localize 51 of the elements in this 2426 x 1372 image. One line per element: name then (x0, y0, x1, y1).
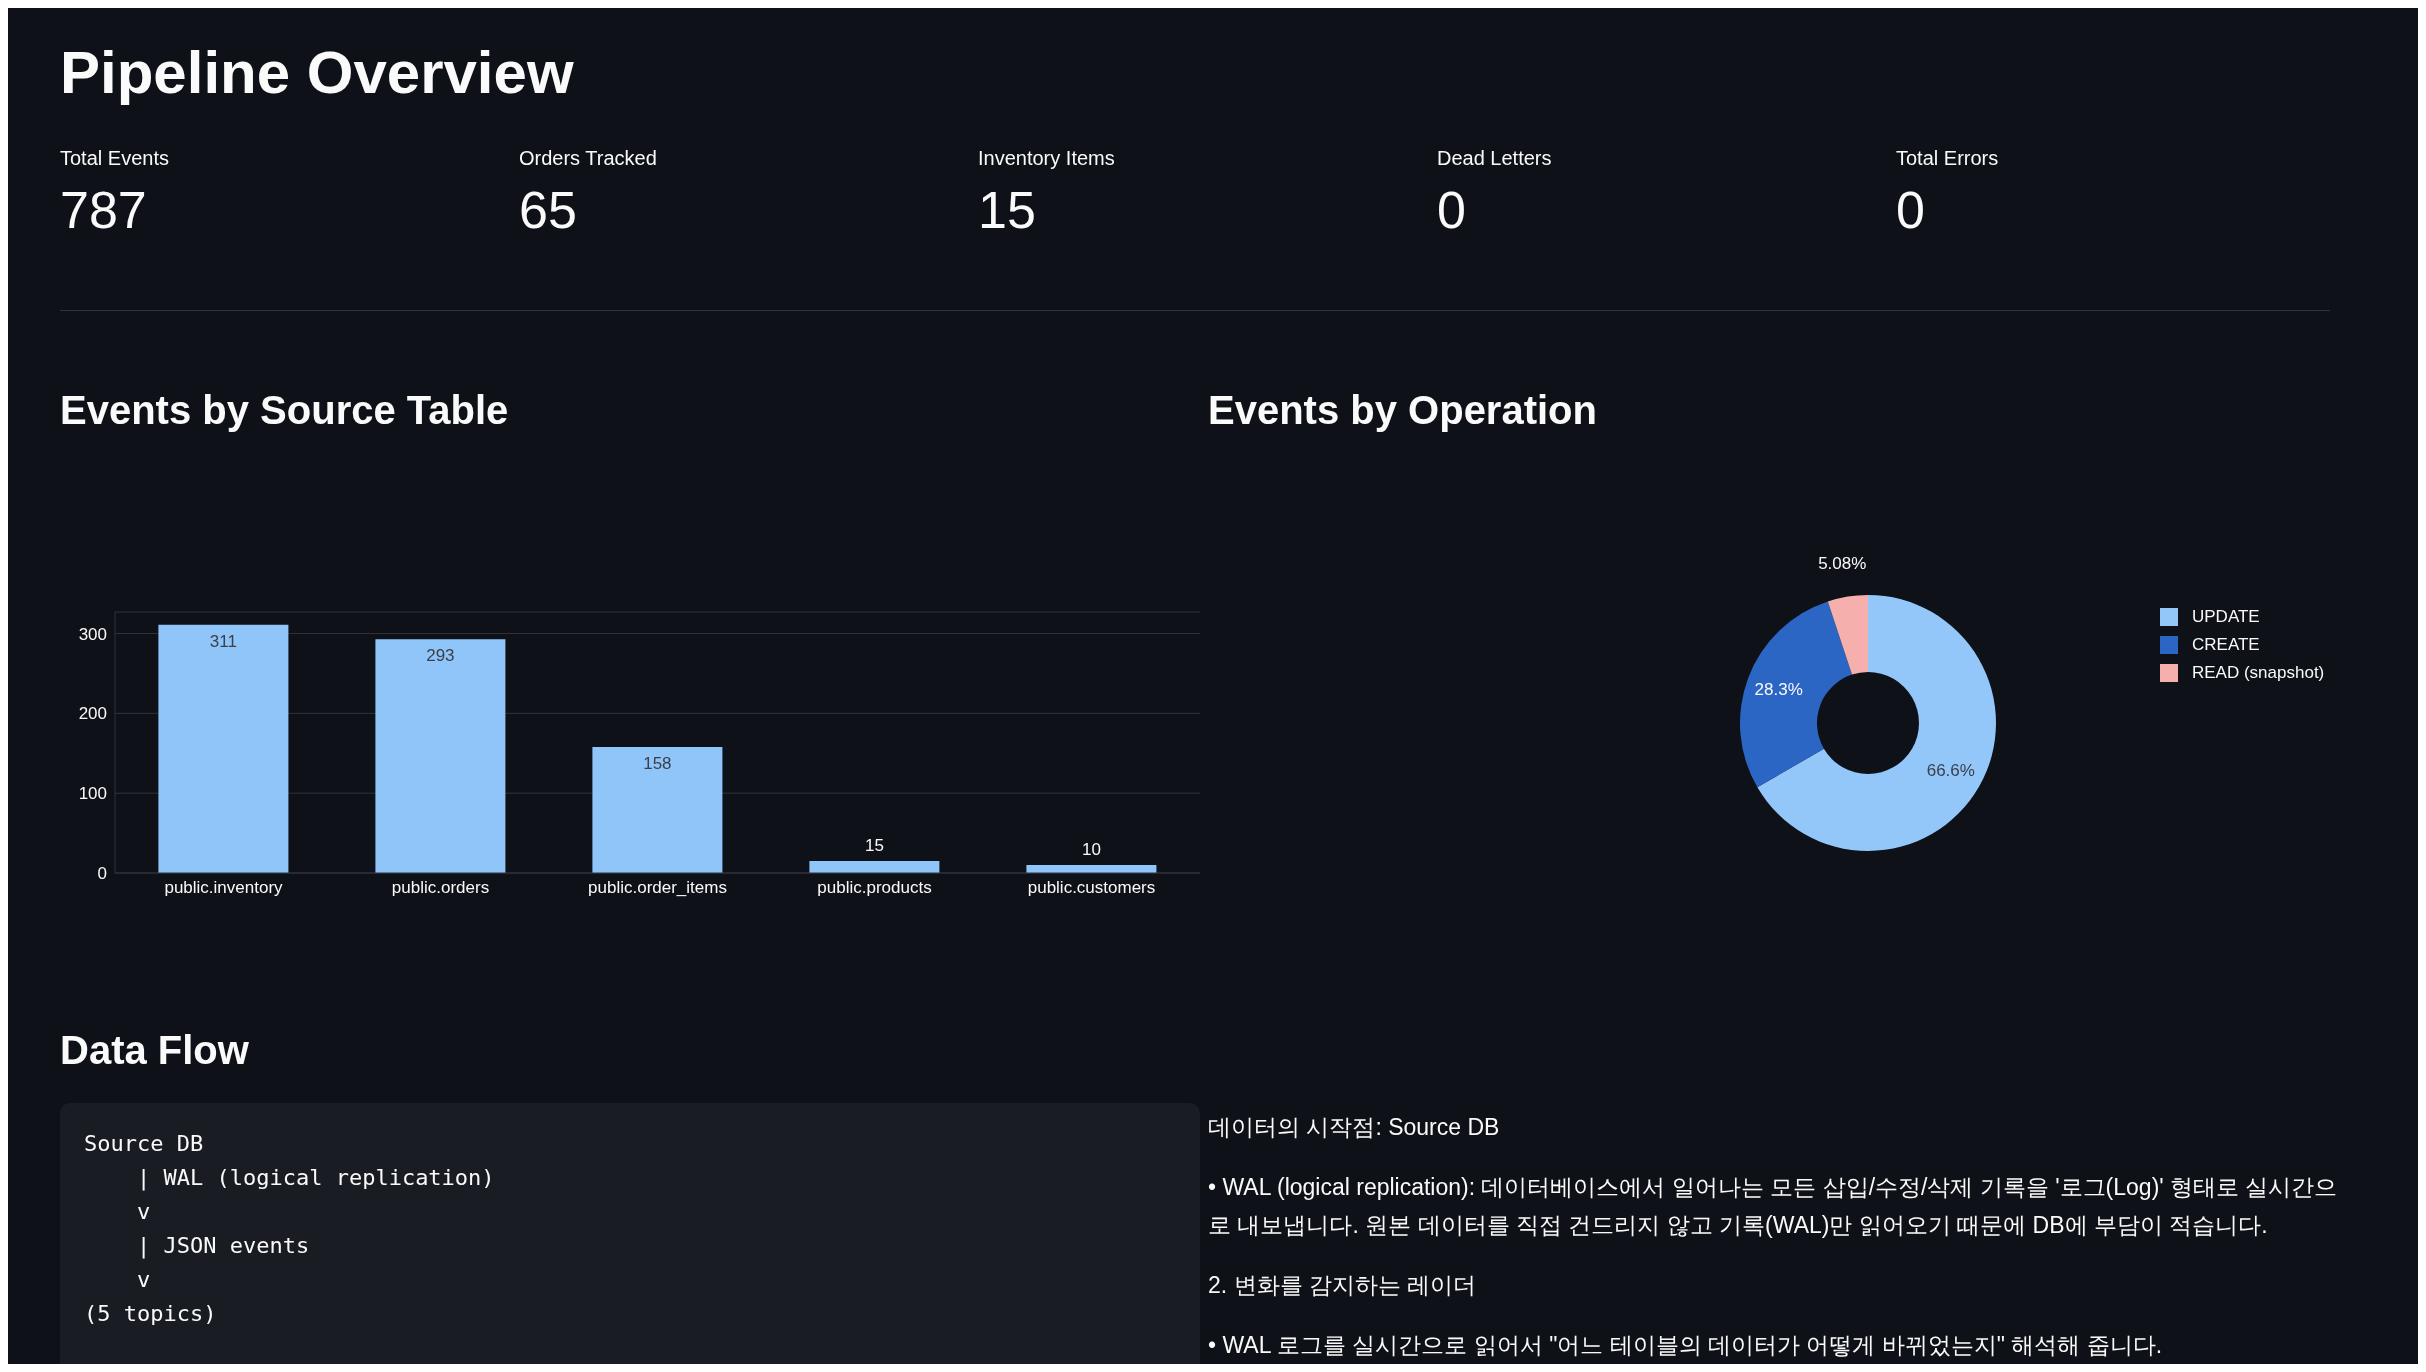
bar (158, 624, 289, 873)
data-label: 158 (643, 753, 672, 773)
y-tick-label: 100 (78, 784, 107, 804)
x-tick-label: public.orders (391, 878, 490, 898)
donut-slice (1757, 595, 1996, 851)
data-label: 10 (1081, 840, 1101, 860)
y-tick-label: 0 (97, 864, 107, 884)
text: v (135, 1266, 152, 1294)
text: 데이터의 시작점: Source DB (1208, 1113, 1501, 1142)
legend-label: CREATE (2192, 634, 2260, 656)
legend-label: READ (snapshot) (2192, 662, 2325, 684)
text: (5 topics) (84, 1300, 218, 1328)
text: 65 (519, 180, 578, 240)
data-label: 15 (864, 836, 884, 856)
y-tick-label: 300 (78, 624, 107, 644)
data-label: 66.6% (1926, 761, 1975, 781)
text: Events by Operation (1208, 388, 1598, 433)
text: • WAL 로그를 실시간으로 읽어서 "어느 테이블의 데이터가 어떻게 바뀌었는지" 해석해 줍니다. (1208, 1331, 2164, 1360)
donut-slice (1740, 601, 1852, 788)
text: Total Errors (1896, 147, 2000, 170)
y-tick-label: 200 (78, 704, 107, 724)
text: 787 (60, 180, 148, 240)
text: Pipeline Overview (60, 38, 575, 107)
text: | JSON events (135, 1232, 311, 1261)
text: 2. 변화를 감지하는 레이더 (1208, 1271, 1478, 1300)
bar (592, 746, 723, 873)
data-label: 28.3% (1754, 679, 1803, 699)
donut-slice (1827, 595, 1868, 675)
text: Orders Tracked (519, 147, 658, 170)
data-label: 5.08% (1818, 553, 1867, 573)
text: Data Flow (60, 1028, 250, 1073)
x-tick-label: public.order_items (588, 878, 727, 898)
data-label: 293 (426, 646, 455, 666)
data-label: 311 (209, 631, 237, 651)
text: Inventory Items (978, 147, 1116, 170)
text: 15 (978, 180, 1037, 240)
text: v (135, 1198, 152, 1226)
bar (375, 639, 506, 873)
text: Total Events (60, 147, 170, 170)
text: | WAL (logical replication) (135, 1164, 496, 1193)
x-tick-label: public.customers (1027, 878, 1156, 898)
legend-label: UPDATE (2192, 606, 2260, 628)
text: 0 (1896, 180, 1926, 240)
text: Dead Letters (1437, 147, 1553, 170)
x-tick-label: public.products (817, 878, 932, 898)
text: 0 (1437, 180, 1467, 240)
x-tick-label: public.inventory (164, 878, 284, 898)
source-note: Source DB (84, 1130, 205, 1158)
bar (809, 861, 940, 873)
text: • WAL (logical replication): 데이터베이스에서 일어나는 모든 삽입/수정/삭제 기록을 '로그(Log)' 형태로 실시간으로 내보냅니다. 원본 데이터를 직접 건드리지 않고 기록(WAL)만 읽어오기 때문에 DB에 부담이 적습니다. (1208, 1173, 2338, 1240)
chart-title: Events by Source Table (60, 388, 509, 432)
